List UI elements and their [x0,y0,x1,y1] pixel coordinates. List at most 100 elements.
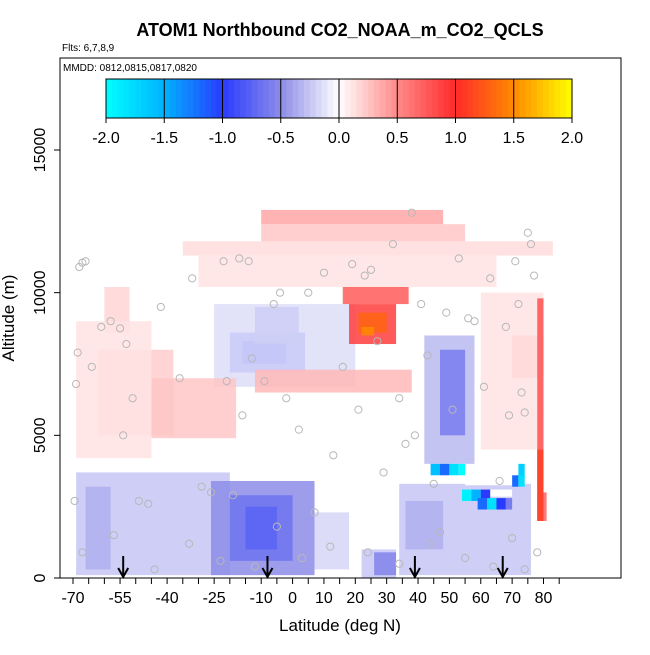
x-tick-label: 20 [346,590,364,607]
arrow-head [117,567,130,580]
data-point [520,408,529,417]
colorbar-tick-label: 0.5 [386,130,408,147]
colorbar-swatch [274,79,282,118]
data-point [460,553,470,563]
colorbar-swatch [432,79,439,118]
data-point [529,271,539,280]
colorbar-swatch [222,79,229,118]
data-point [184,539,194,548]
colorbar-swatch [537,79,544,118]
y-axis: 0 5000 10000 15000 [32,128,60,582]
arrow-head [409,567,421,580]
swath-cell [449,463,459,476]
field-gap [490,489,513,497]
colorbar-swatch [542,79,550,118]
arrow-head [261,567,274,580]
colorbar-swatch [478,79,486,118]
colorbar-swatch [234,79,241,118]
colorbar-swatch [269,79,276,118]
data-point [442,308,451,317]
colorbar-swatch [245,79,253,118]
colorbar-swatch [106,79,113,118]
x-tick-label: 60 [472,590,490,607]
field-region [405,500,444,550]
colorbar-swatch [513,79,521,118]
colorbar-swatch [298,79,305,118]
colorbar-swatch [531,79,538,118]
x-axis-label: Latitude (deg N) [279,616,401,635]
data-point [523,228,532,237]
colorbar-swatch [443,79,451,118]
colorbar-swatch [449,79,457,118]
data-point [504,411,514,420]
data-point [395,394,404,403]
data-point [260,377,269,386]
chart-title: ATOM1 Northbound CO2_NOAA_m_CO2_QCLS [136,20,543,40]
colorbar-swatch [373,79,381,118]
field-region [245,506,277,550]
colorbar-swatch [403,79,410,118]
colorbar-swatch [379,79,387,118]
data-point [417,299,426,309]
data-point [410,431,420,440]
colorbar-swatch [286,79,293,118]
data-point [338,362,347,371]
colorbar-swatch [502,79,509,118]
colorbar-swatch [356,79,363,118]
data-point [128,394,137,403]
field-region [342,286,409,305]
data-point [72,379,81,389]
colorbar-swatch [438,79,445,118]
x-tick-label: -10 [250,590,273,607]
colorbar-swatch [315,79,323,118]
data-point [115,324,125,333]
colorbar-swatch [205,79,212,118]
data-point [501,322,510,332]
data-point [81,257,90,266]
data-point [78,548,87,557]
colorbar-swatch [175,79,183,118]
data-point [175,374,184,383]
data-point [275,288,285,297]
field-region [480,292,544,450]
data-point [363,548,372,557]
data-point [238,411,247,420]
colorbar-swatch [257,79,264,118]
data-point [197,482,206,491]
field-region [374,552,397,576]
colorbar-swatch [199,79,206,118]
colorbar-swatch [280,79,288,118]
y-tick-label: 5000 [32,417,49,453]
swath-cell [461,489,472,501]
colorbar-swatch [385,79,393,118]
colorbar-swatch [472,79,480,118]
x-tick-label: 0 [288,590,297,607]
swath-cell [458,463,466,476]
data-point [520,565,529,574]
data-point [435,528,445,537]
data-point [479,382,489,391]
colorbar-tick-label: -1.5 [150,130,178,147]
colorbar-swatch [397,79,404,118]
colorbar-swatch [420,79,427,118]
flight-track-points [70,208,542,574]
x-tick-label: -25 [203,590,226,607]
heatmap-field [76,209,553,578]
data-point [533,548,542,557]
data-point [269,299,278,309]
arrow-head [496,567,509,580]
colorbar-swatch [193,79,200,118]
data-point [219,257,228,266]
field-region [261,209,444,225]
swath-cell [512,475,519,487]
x-tick-label: 40 [409,590,427,607]
data-point [360,271,369,280]
data-point [373,337,382,346]
swath-cell [439,463,450,476]
swath-cell [430,463,440,476]
x-tick-label: 10 [315,590,333,607]
colorbar-tick-label: -0.5 [267,130,295,147]
field-region [76,321,152,459]
data-point [454,254,463,263]
colorbar-swatch [309,79,317,118]
